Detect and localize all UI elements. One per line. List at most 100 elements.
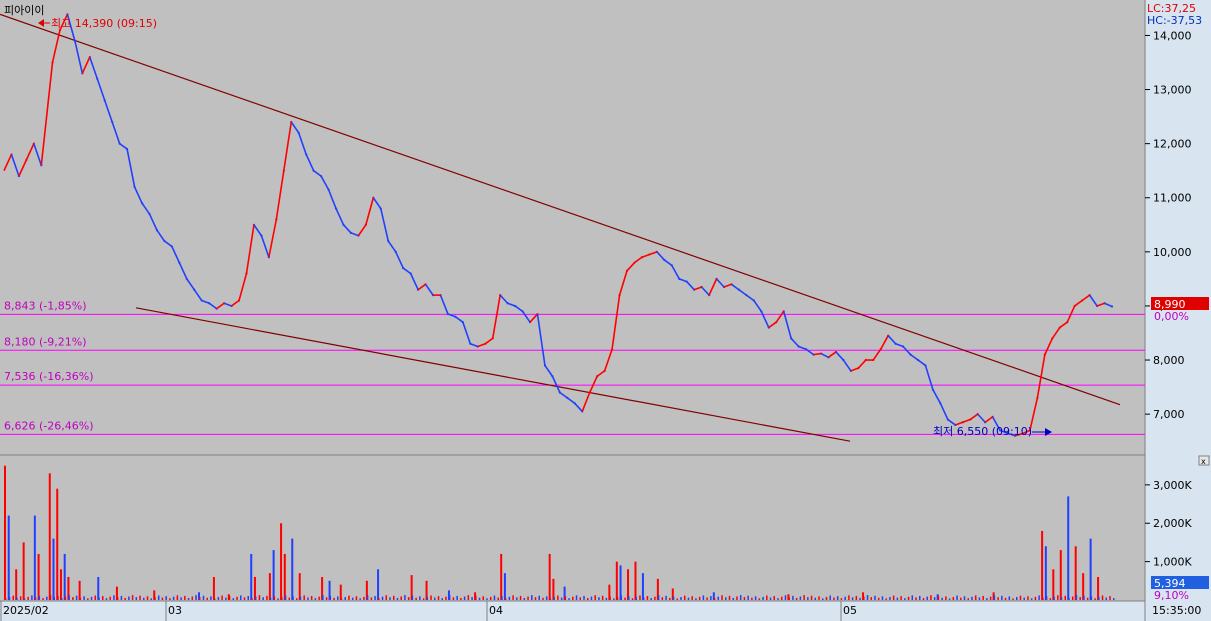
volume-bar <box>713 598 716 600</box>
volume-bar <box>333 597 335 600</box>
volume-bar <box>807 597 809 600</box>
price-segment <box>81 56 91 74</box>
price-segment <box>656 251 665 261</box>
price-segment <box>753 300 762 312</box>
volume-bar <box>325 597 328 600</box>
price-segment <box>320 175 330 191</box>
volume-bar <box>974 595 977 600</box>
volume-bar <box>956 595 958 600</box>
price-point <box>1110 305 1114 308</box>
volume-bar <box>736 596 738 600</box>
volume-bar <box>836 596 839 600</box>
volume-bar <box>1109 596 1111 600</box>
price-tick-label-6: 8,000 <box>1153 354 1185 367</box>
price-segment <box>223 302 232 307</box>
volume-bar <box>930 595 932 600</box>
price-segment <box>10 154 20 177</box>
volume-bar <box>780 596 783 600</box>
price-segment <box>686 281 695 291</box>
volume-bar <box>404 595 406 600</box>
volume-bar <box>150 598 152 600</box>
price-segment <box>394 251 404 269</box>
volume-bar <box>251 598 253 600</box>
volume-bar <box>665 595 667 600</box>
volume-panel-close-icon[interactable]: x <box>1198 455 1210 466</box>
volume-panel[interactable] <box>0 455 1145 601</box>
volume-bar <box>579 597 582 600</box>
volume-bar <box>572 596 574 600</box>
volume-bar <box>717 596 720 600</box>
price-segment <box>424 283 434 296</box>
volume-bar <box>42 598 44 600</box>
price-segment <box>939 402 949 420</box>
volume-bar <box>425 580 428 600</box>
volume-bar <box>982 596 984 600</box>
price-segment <box>782 311 792 339</box>
volume-bar <box>105 598 108 600</box>
volume-bar <box>202 595 205 600</box>
price-panel[interactable] <box>0 0 1145 455</box>
volume-bar <box>228 596 231 600</box>
price-segment <box>417 283 427 291</box>
volume-bar <box>560 597 563 600</box>
volume-bar <box>967 598 970 600</box>
volume-bar <box>90 596 93 600</box>
volume-bar <box>79 597 82 600</box>
current-price: 8,990 <box>1154 298 1186 311</box>
max-note: 최고 14,390 (09:15) <box>51 17 157 30</box>
volume-bar <box>295 598 298 600</box>
min-arrow-icon <box>1045 428 1052 436</box>
time-tick-label-0: 2025/02 <box>3 604 49 617</box>
volume-bar <box>213 598 216 600</box>
volume-bar <box>851 597 854 600</box>
volume-bar <box>8 597 11 600</box>
volume-bar <box>98 597 100 600</box>
price-segment <box>141 202 151 215</box>
volume-bar <box>777 598 779 600</box>
price-segment <box>253 224 263 237</box>
volume-bar <box>855 595 858 600</box>
volume-bar <box>303 595 305 600</box>
volume-bar <box>169 598 171 600</box>
volume-bar <box>1034 596 1037 600</box>
volume-bar <box>848 595 850 600</box>
volume-bar <box>180 597 182 600</box>
price-segment <box>3 154 13 172</box>
volume-bar <box>475 595 477 600</box>
price-segment <box>283 121 293 171</box>
trendline-1 <box>135 307 851 442</box>
volume-bar <box>833 597 835 600</box>
price-segment <box>1096 302 1105 307</box>
price-segment <box>514 305 524 312</box>
price-segment <box>507 302 516 307</box>
volume-bar <box>452 597 455 600</box>
volume-bar <box>206 597 208 600</box>
volume-bar <box>641 573 644 600</box>
price-segment <box>745 294 755 302</box>
volume-bar <box>889 596 891 600</box>
volume-bar <box>725 597 727 600</box>
volume-bar <box>784 595 787 600</box>
volume-bar <box>542 597 544 600</box>
volume-bar <box>680 597 682 600</box>
volume-bar <box>710 596 712 600</box>
volume-bar <box>7 515 10 600</box>
price-segment <box>454 316 464 323</box>
svg-text:x: x <box>1201 457 1206 466</box>
volume-bar <box>519 595 522 600</box>
volume-bar <box>12 595 14 600</box>
price-segment <box>335 208 345 226</box>
volume-bar <box>212 576 215 600</box>
price-segment <box>984 416 994 423</box>
price-tick-label-3: 11,000 <box>1153 192 1192 205</box>
price-segment <box>566 397 576 404</box>
price-segment <box>1022 429 1031 435</box>
volume-bar <box>691 596 693 600</box>
volume-bar <box>113 595 115 600</box>
price-segment <box>991 416 1001 431</box>
volume-bar <box>344 597 346 600</box>
volume-bar <box>657 595 660 600</box>
volume-bar <box>283 553 286 600</box>
price-segment <box>775 310 785 323</box>
